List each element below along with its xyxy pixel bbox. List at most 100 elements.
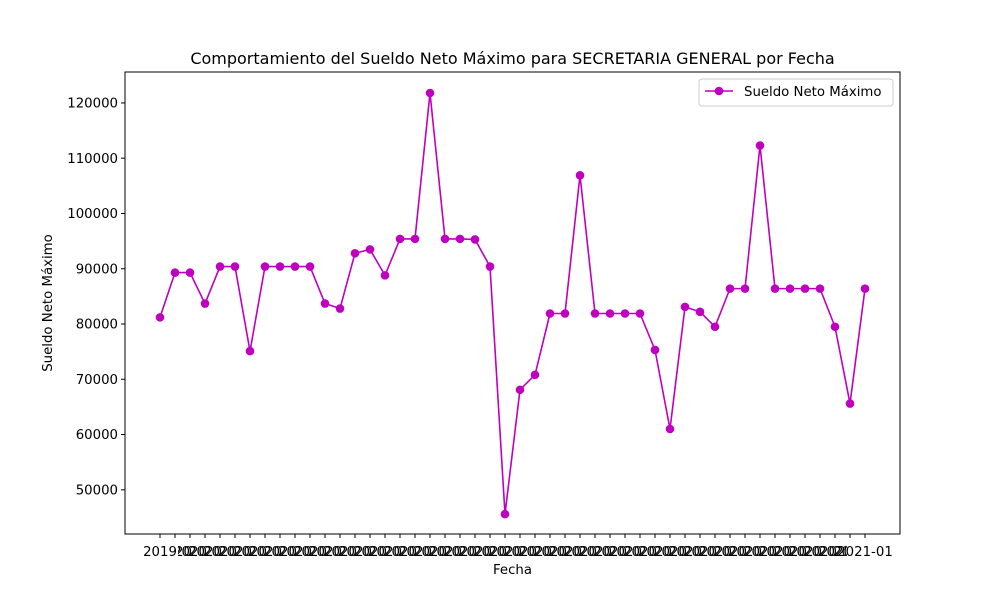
x-tick-label: 2020 [293,545,327,560]
legend-box [698,78,894,107]
x-tick-label: 2020 [608,545,642,560]
data-point [620,309,630,318]
data-point [710,322,720,332]
x-tick-label: 2020 [458,545,492,560]
data-point [305,262,315,271]
x-tick-label: 2020 [218,545,252,560]
data-point [455,234,465,244]
x-tick-label: 2020 [233,545,267,560]
x-tick-label: 2020 [353,545,387,560]
data-point [740,284,750,293]
x-tick-label: 2020 [383,545,417,560]
data-point [530,370,540,380]
data-point [260,262,270,271]
x-tick-label: 2020 [833,545,867,560]
legend: Sueldo Neto Máximo [698,78,894,107]
data-point [275,262,285,271]
x-tick-label: 2020 [308,545,342,560]
x-tick-label: 2020 [818,545,852,560]
y-tick-label: 60000 [76,428,118,443]
legend-series-label: Sueldo Neto Máximo [744,84,882,100]
data-point [425,88,435,98]
axes-frame [124,71,901,535]
y-tick-label: 90000 [76,262,118,277]
data-point [785,284,795,293]
data-point [500,509,510,519]
data-point [770,284,780,293]
data-point [605,309,615,318]
data-point [560,309,570,318]
x-tick-label: 2020 [668,545,702,560]
data-point [320,299,330,308]
data-point [440,234,450,244]
data-point [755,141,765,150]
data-point [650,345,660,355]
x-tick-label: 2020 [578,545,612,560]
x-tick-label: 2020 [623,545,657,560]
x-tick-label: 2020 [368,545,402,560]
x-tick-label: 2020 [683,545,717,560]
data-point [395,234,405,244]
data-point [290,262,300,271]
x-tick-label: 2020 [743,545,777,560]
x-tick-label: 2020 [173,545,207,560]
data-point [335,304,345,313]
x-tick-label: 2020 [533,545,567,560]
y-tick-label: 80000 [76,318,118,333]
x-tick-label: 2020 [263,545,297,560]
x-tick-label: 2020 [593,545,627,560]
y-tick-label: 110000 [67,152,118,167]
x-tick-label: 2020 [188,545,222,560]
data-point [485,262,495,271]
x-tick-label: 2020 [398,545,432,560]
x-tick-label: 2020 [698,545,732,560]
x-tick-label: 2020 [413,545,447,560]
x-axis: 2019 2021-0120202020202020202020202020202… [143,534,893,560]
x-tick-label: 2020 [248,545,282,560]
y-tick-label: 70000 [76,373,118,388]
data-point [680,302,690,312]
data-point [215,262,225,271]
data-point [845,399,855,408]
data-point [695,307,705,317]
x-tick-label: 2020 [728,545,762,560]
x-axis-label: Fecha [493,563,532,578]
x-tick-label: 2020 [548,545,582,560]
x-tick-label: 2020 [653,545,687,560]
x-tick-label: 2020 [473,545,507,560]
x-tick-label: 2020 [503,545,537,560]
x-tick-label: 2020 [788,545,822,560]
y-tick-label: 50000 [76,483,118,498]
x-tick-label: 2020 [758,545,792,560]
x-tick-label: 2020 [488,545,522,560]
x-tick-label: 2020 [713,545,747,560]
data-point [185,268,195,277]
x-tick-label: 2021-01 [837,545,893,560]
x-tick-label: 2020 [338,545,372,560]
data-point [365,245,375,254]
x-tick-label: 2020 [278,545,312,560]
data-point [860,284,870,293]
data-point [515,385,525,395]
data-point [350,248,360,258]
x-tick-label: 2020 [563,545,597,560]
x-tick-label: 2020 [203,545,237,560]
y-tick-label: 120000 [67,97,118,112]
x-tick-label: 2020 [323,545,357,560]
x-tick-label: 2020 [773,545,807,560]
x-tick-label: 2019 [143,545,177,560]
data-point [245,346,255,356]
plot-area [155,88,870,519]
data-point [725,284,735,293]
y-axis-label: Sueldo Neto Máximo [40,234,56,372]
x-tick-label: 2020 [443,545,477,560]
data-point [665,424,675,434]
x-tick-label: 2020 [803,545,837,560]
data-point [155,313,165,322]
data-point [590,309,600,318]
data-point [200,299,210,308]
data-point [470,235,480,244]
data-point [800,284,810,293]
data-point [635,309,645,318]
